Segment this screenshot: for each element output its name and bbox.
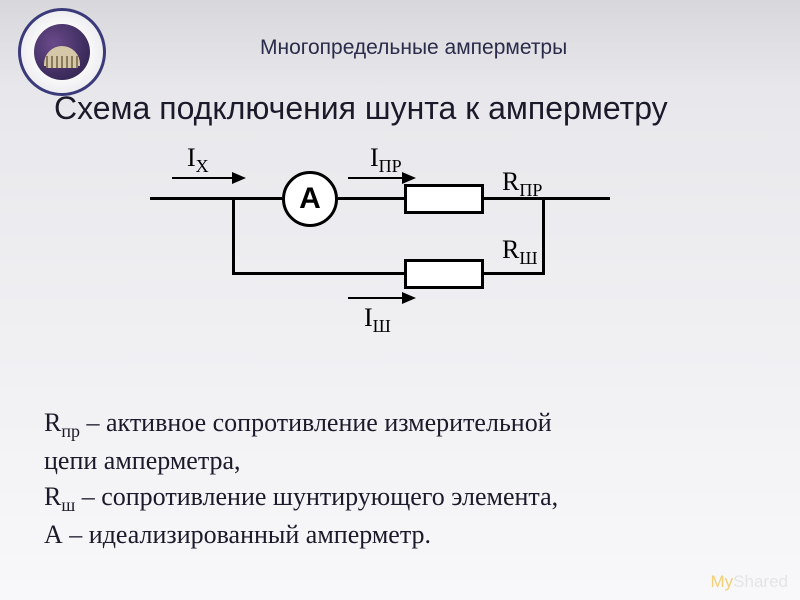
ammeter-symbol: А (282, 171, 338, 227)
legend-rpr-sym: R (44, 408, 61, 437)
arrow-ipr-head (402, 172, 416, 184)
resistor-rpr (404, 184, 484, 214)
label-rsh: RШ (502, 235, 538, 269)
legend-rsh-text: – сопротивление шунтирующего элемента, (75, 482, 558, 511)
label-ipr: IПР (370, 143, 402, 177)
label-rpr: RПР (502, 167, 542, 201)
wire-segment (542, 197, 545, 275)
legend-line-2: цепи амперметра, (44, 443, 558, 478)
legend-line-3: Rш – сопротивление шунтирующего элемента… (44, 479, 558, 517)
legend-rpr-text: – активное сопротивление измерительной (80, 408, 552, 437)
arrow-ix (172, 177, 232, 179)
wire-segment (150, 197, 282, 200)
circuit-diagram: А IX IПР RПР RШ IШ (150, 145, 650, 330)
slide-title: Схема подключения шунта к амперметру (54, 90, 668, 127)
wire-segment (338, 197, 404, 200)
label-ix: IX (187, 143, 209, 177)
arrow-ipr (348, 177, 402, 179)
label-ix-sub: X (196, 156, 209, 176)
slide-subtitle: Многопредельные амперметры (260, 36, 567, 60)
arrow-ish-head (402, 292, 416, 304)
arrow-ish (348, 297, 402, 299)
label-ipr-sub: ПР (379, 156, 402, 176)
legend-line-4: А – идеализированный амперметр. (44, 517, 558, 552)
ammeter-label: А (299, 182, 321, 216)
arrow-ix-head (232, 172, 246, 184)
label-rpr-sub: ПР (519, 180, 542, 200)
label-ix-sym: I (187, 143, 196, 172)
label-ish-sym: I (364, 303, 373, 332)
label-ipr-sym: I (370, 143, 379, 172)
label-rsh-sym: R (502, 235, 519, 264)
legend-rsh-sym: R (44, 482, 61, 511)
watermark: MyShared (711, 572, 789, 592)
legend-line-1: Rпр – активное сопротивление измерительн… (44, 405, 558, 443)
legend-rsh-sub: ш (61, 495, 75, 515)
wire-segment (232, 197, 235, 275)
label-ish: IШ (364, 303, 391, 337)
wire-segment (232, 272, 404, 275)
university-logo (18, 8, 106, 96)
wire-segment (484, 272, 545, 275)
label-rpr-sym: R (502, 167, 519, 196)
logo-columns-icon (46, 56, 78, 68)
resistor-rsh (404, 259, 484, 289)
legend-rpr-sub: пр (61, 421, 80, 441)
label-ish-sub: Ш (373, 316, 391, 336)
legend-block: Rпр – активное сопротивление измерительн… (44, 405, 558, 552)
label-rsh-sub: Ш (519, 248, 537, 268)
